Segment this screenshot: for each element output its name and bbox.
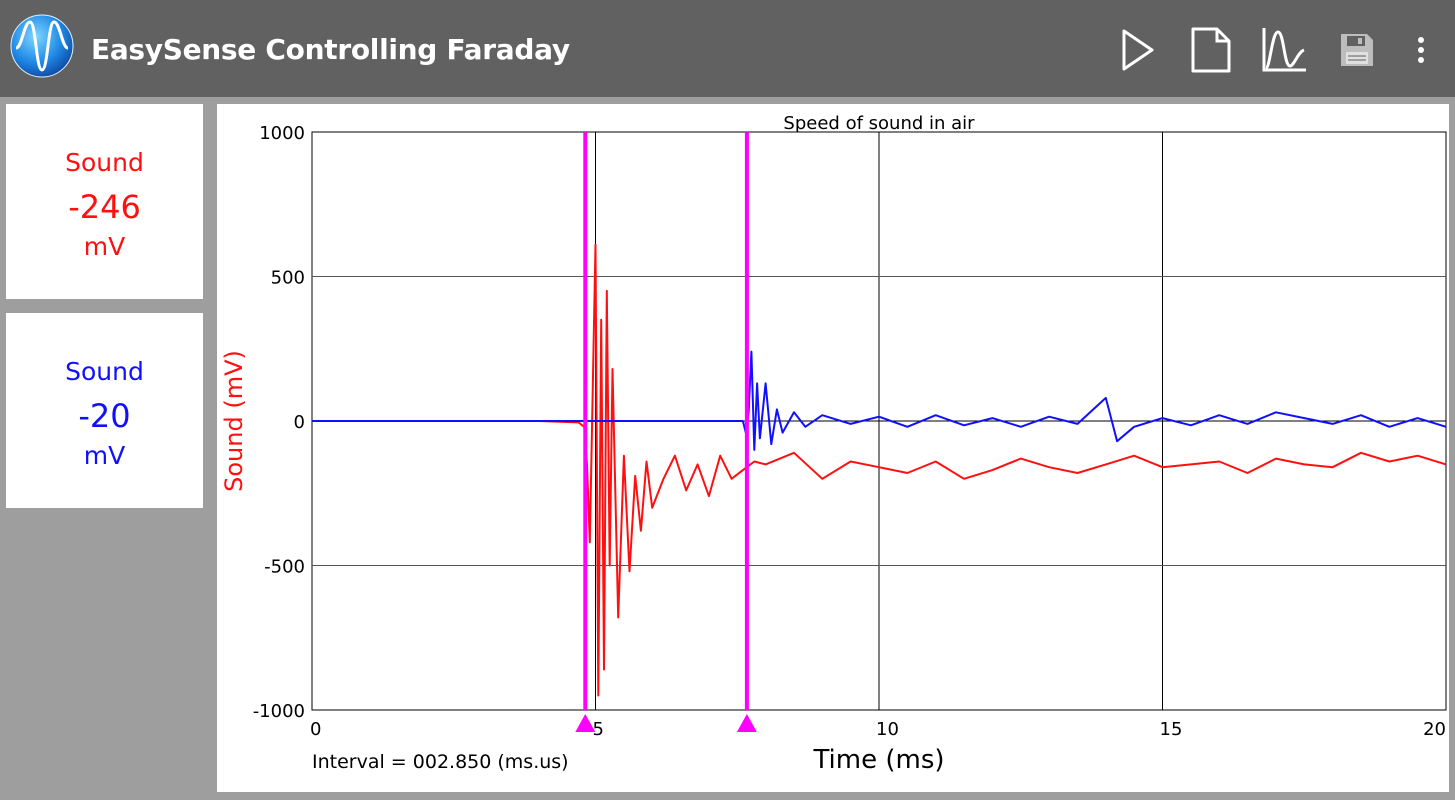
x-tick-label: 10 [876,719,899,740]
chart-title: Speed of sound in air [783,113,975,134]
overflow-menu-button[interactable] [1395,24,1447,76]
meter-unit: mV [83,441,126,470]
series-line-1 [312,243,1447,697]
y-tick-label: -500 [264,557,305,578]
sine-wave-logo-icon [10,14,74,78]
x-tick-label: 5 [593,719,604,740]
x-axis-label: Time (ms) [812,745,944,775]
x-tick-label: 0 [310,719,321,740]
meter-unit: mV [83,232,126,261]
chart[interactable]: Speed of sound in air 0 5 10 15 20 1000 500 0 -5… [217,104,1449,792]
meter-label: Sound [65,148,144,177]
save-button[interactable] [1331,24,1383,76]
series-line-2 [312,350,1447,451]
y-tick-label: 1000 [259,123,305,144]
new-file-button[interactable] [1185,24,1237,76]
meter-label: Sound [65,357,144,386]
more-vert-icon [1418,37,1424,63]
waveform-icon [1262,28,1306,72]
play-button[interactable] [1112,24,1164,76]
y-axis-label: Sound (mV) [220,350,248,492]
graph-panel[interactable]: Speed of sound in air 0 5 10 15 20 1000 500 0 -5… [217,104,1449,792]
y-tick-label: 0 [294,412,305,433]
floppy-disk-icon [1341,34,1373,66]
meter-value: -246 [68,188,141,226]
y-tick-label: 500 [271,268,305,289]
app-title: EasySense Controlling Faraday [91,33,570,66]
x-tick-label: 15 [1160,719,1183,740]
x-tick-label: 20 [1423,719,1446,740]
cursor-handle-marker [736,714,757,732]
cursor-handle-marker [575,714,596,732]
graph-button[interactable] [1258,24,1310,76]
play-icon [1122,29,1154,71]
document-icon [1191,27,1231,73]
meter-panel-red[interactable]: Sound -246 mV [6,104,203,299]
app-bar: EasySense Controlling Faraday [0,0,1455,97]
meter-panel-blue[interactable]: Sound -20 mV [6,313,203,508]
y-tick-label: -1000 [253,701,305,722]
meter-value: -20 [78,397,131,435]
interval-readout: Interval = 002.850 (ms.us) [312,751,569,773]
